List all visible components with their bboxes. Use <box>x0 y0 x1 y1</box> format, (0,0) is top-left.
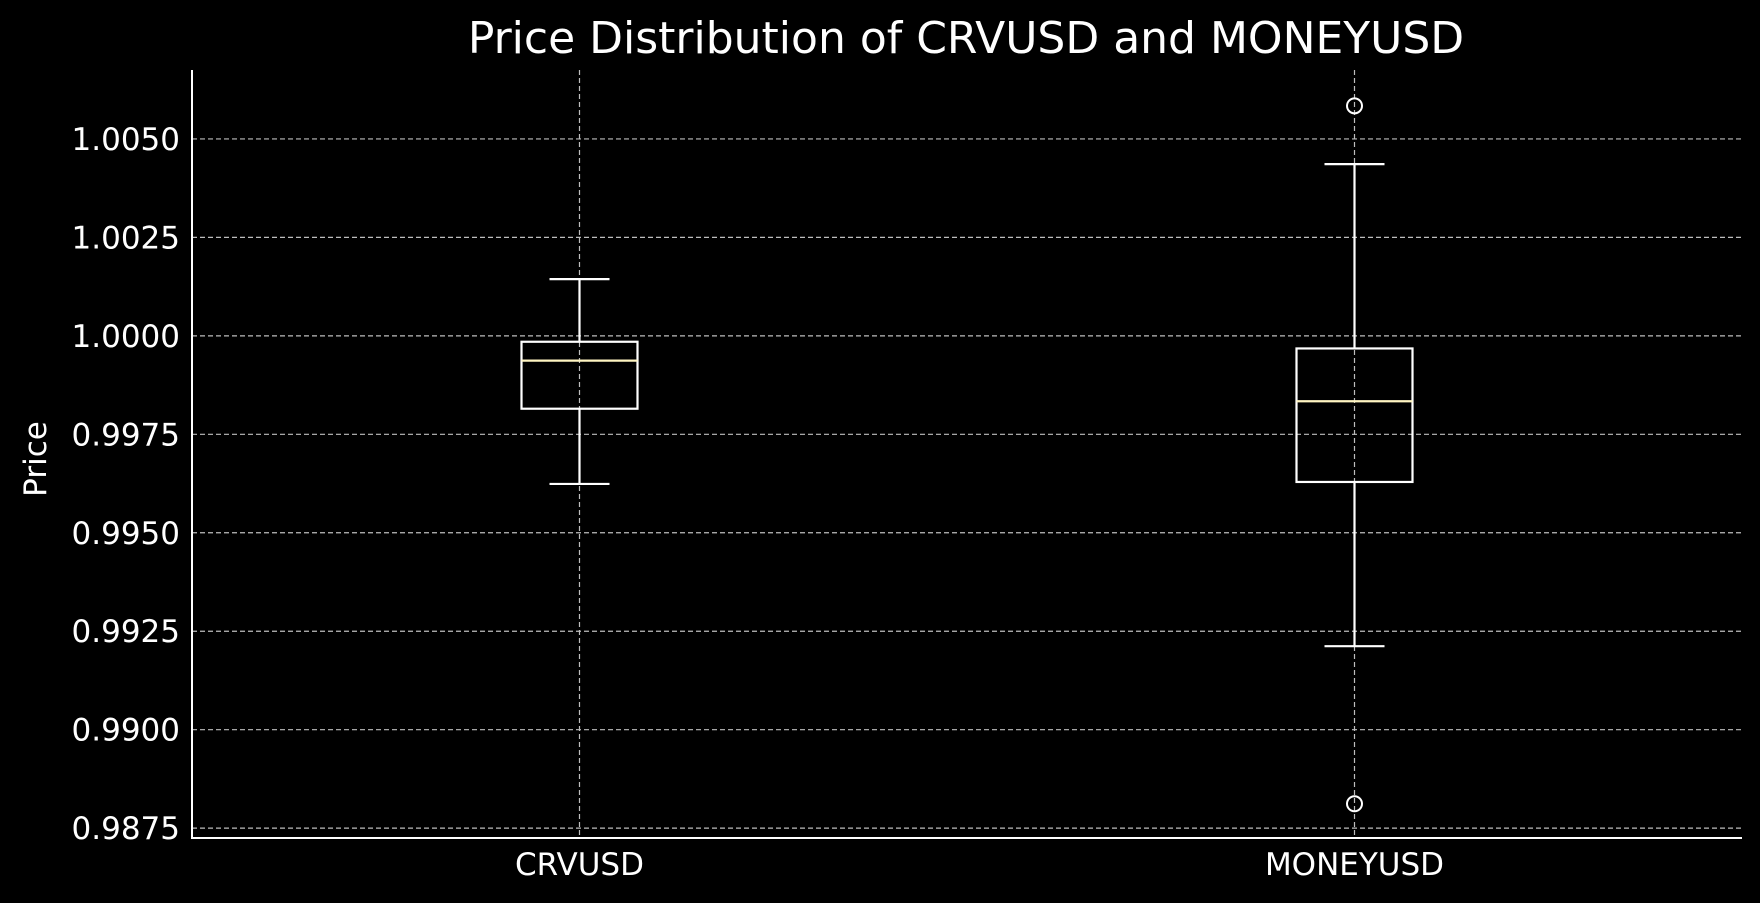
iqr-box <box>1295 347 1414 484</box>
y-axis-label: Price <box>18 421 54 497</box>
outlier-point <box>1346 795 1363 813</box>
y-tick-label: 1.0025 <box>72 220 180 256</box>
x-tick-label: MONEYUSD <box>1265 847 1444 883</box>
outlier-point <box>1346 97 1363 115</box>
boxes <box>520 97 1414 813</box>
box-crvusd <box>520 278 639 486</box>
axes <box>191 70 1742 839</box>
tick-labels: 0.9875 0.9900 0.9925 0.9950 0.9975 1.0000 1.00… <box>72 122 1445 883</box>
box-moneyusd <box>1295 97 1414 813</box>
chart-title: Price Distribution of CRVUSD and MONEYUS… <box>468 13 1464 64</box>
iqr-box <box>520 340 639 410</box>
y-tick-label: 0.9875 <box>72 811 180 847</box>
x-tick-label: CRVUSD <box>515 847 644 883</box>
grid <box>192 70 1742 838</box>
y-tick-label: 0.9925 <box>72 614 180 650</box>
y-tick-label: 0.9900 <box>72 713 180 749</box>
y-tick-label: 1.0000 <box>72 319 180 355</box>
y-tick-label: 0.9950 <box>72 516 180 552</box>
y-tick-label: 0.9975 <box>72 417 180 453</box>
y-tick-label: 1.0050 <box>72 122 180 158</box>
